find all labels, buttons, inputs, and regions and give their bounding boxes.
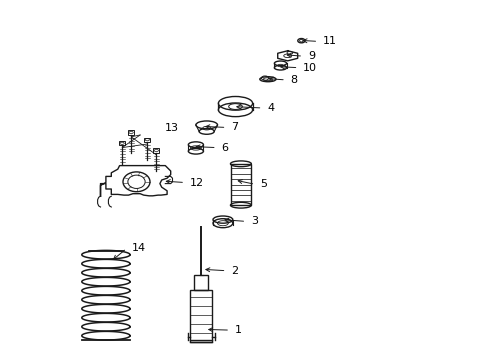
- Bar: [230, 164, 250, 205]
- Bar: [153, 148, 159, 153]
- Text: 3: 3: [250, 216, 258, 226]
- Bar: [144, 138, 150, 142]
- Text: 8: 8: [290, 75, 297, 85]
- Text: 1: 1: [234, 325, 241, 335]
- Bar: [119, 141, 125, 145]
- Text: 14: 14: [131, 243, 145, 253]
- Text: 9: 9: [307, 51, 314, 61]
- Bar: [194, 275, 208, 290]
- Bar: [128, 130, 134, 135]
- Text: 4: 4: [266, 103, 274, 113]
- Text: 2: 2: [231, 266, 238, 276]
- Text: 11: 11: [322, 36, 336, 46]
- Text: 5: 5: [260, 179, 266, 189]
- Text: 6: 6: [221, 143, 228, 153]
- Text: 13: 13: [164, 123, 178, 133]
- Bar: [190, 290, 212, 342]
- Text: 7: 7: [231, 122, 238, 132]
- Text: 10: 10: [303, 63, 317, 73]
- Text: 12: 12: [189, 177, 203, 188]
